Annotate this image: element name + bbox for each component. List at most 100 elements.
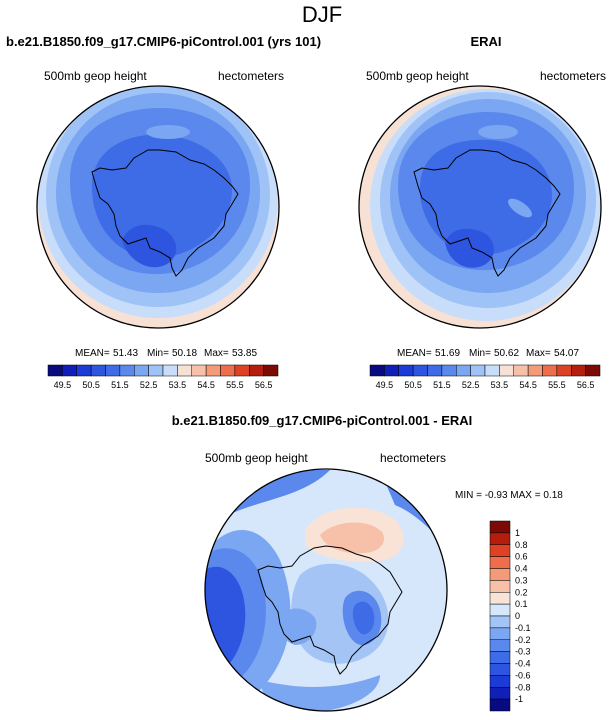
panel-erai-max-label: Max= [526, 348, 551, 359]
colorbar-tick-label: 53.5 [169, 380, 187, 390]
panel-model-right-label: hectometers [218, 69, 284, 83]
colorbar-tick-label: -0.4 [515, 659, 531, 669]
panel-erai-right-label: hectometers [540, 69, 606, 83]
colorbar-tick-label: 55.5 [226, 380, 244, 390]
panel-model-mean-label: MEAN= [75, 348, 110, 359]
colorbar-tick-label: 50.5 [82, 380, 100, 390]
colorbar-box [384, 364, 399, 377]
panel-erai-mean-label: MEAN= [397, 348, 432, 359]
colorbar-box [234, 364, 250, 377]
colorbar-box [489, 663, 511, 676]
colorbar-box [527, 364, 543, 377]
colorbar-tick-label: 0.1 [515, 599, 528, 609]
colorbar-tick-label: 0.2 [515, 587, 528, 597]
colorbar-box [489, 556, 511, 569]
colorbar-box [489, 580, 511, 593]
panel-diff-map-border [204, 468, 448, 712]
colorbar-box [119, 364, 135, 377]
panel-model-coastline [91, 149, 239, 277]
panel-erai-title: ERAI [470, 34, 501, 49]
colorbar-tick-label: 54.5 [197, 380, 215, 390]
colorbar-box [585, 364, 601, 377]
panel-model-mean-value: 51.43 [113, 348, 138, 359]
colorbar-box [205, 364, 221, 377]
panel-model: b.e21.B1850.f09_g17.CMIP6-piControl.001 … [6, 34, 321, 390]
colorbar-tick-label: 49.5 [54, 380, 72, 390]
panel-diff-stats: MIN = -0.93 MAX = 0.18 [455, 490, 563, 501]
colorbar-tick-label: -0.1 [515, 623, 531, 633]
colorbar-box [489, 592, 511, 605]
colorbar-tick-label: 0.3 [515, 575, 528, 585]
panel-erai-min-label: Min= [469, 348, 491, 359]
colorbar-tick-label: -0.8 [515, 682, 531, 692]
colorbar-box [249, 364, 264, 377]
colorbar-tick-label: 1 [515, 528, 520, 538]
colorbar-tick-label: 0.6 [515, 552, 528, 562]
panel-erai-left-label: 500mb geop height [366, 69, 469, 83]
panel-erai-max-value: 54.07 [554, 348, 579, 359]
panel-diff: b.e21.B1850.f09_g17.CMIP6-piControl.001 … [172, 413, 563, 712]
colorbar-tick-label: 52.5 [462, 380, 480, 390]
colorbar-tick-label: -0.2 [515, 635, 531, 645]
colorbar-box [489, 520, 511, 534]
colorbar-tick-label: -1 [515, 694, 523, 704]
colorbar-box [427, 364, 443, 377]
colorbar-tick-label: 51.5 [433, 380, 451, 390]
colorbar-box [263, 364, 279, 377]
panel-diff-coastline [257, 545, 403, 675]
panel-diff-right-label: hectometers [380, 451, 446, 465]
colorbar-tick-label: 49.5 [376, 380, 394, 390]
colorbar-box [489, 615, 511, 629]
colorbar-box [369, 364, 385, 377]
colorbar-box [105, 364, 121, 377]
figure-title: DJF [302, 2, 342, 27]
colorbar-tick-label: 0.4 [515, 564, 528, 574]
panel-erai-coastline [413, 149, 561, 277]
colorbar-box [412, 364, 428, 377]
colorbar-box [571, 364, 586, 377]
colorbar-tick-label: 53.5 [491, 380, 509, 390]
colorbar-box [489, 627, 511, 640]
colorbar-box [489, 651, 511, 664]
panel-model-title: b.e21.B1850.f09_g17.CMIP6-piControl.001 … [6, 34, 321, 49]
colorbar-tick-label: 51.5 [111, 380, 129, 390]
colorbar-box [489, 687, 511, 700]
colorbar-tick-label: 0 [515, 611, 520, 621]
colorbar-tick-label: 55.5 [548, 380, 566, 390]
colorbar-box [489, 603, 511, 617]
colorbar-tick-label: -0.3 [515, 647, 531, 657]
panel-diff-map [205, 469, 447, 711]
colorbar-box [470, 364, 486, 377]
colorbar-box [489, 544, 511, 557]
panel-diff-left-label: 500mb geop height [205, 451, 308, 465]
panel-erai-mean-value: 51.69 [435, 348, 460, 359]
colorbar-box [489, 698, 511, 712]
panel-model-colorbar: 49.5 50.5 51.5 52.5 53.5 54.5 55.5 56.5 [47, 364, 279, 390]
panel-erai-min-value: 50.62 [494, 348, 519, 359]
colorbar-box [220, 364, 236, 377]
colorbar-box [484, 364, 500, 377]
colorbar-box [177, 364, 192, 377]
colorbar-box [134, 364, 149, 377]
panel-erai-map [359, 86, 601, 328]
colorbar-box [489, 568, 511, 581]
panel-model-map [37, 86, 279, 328]
colorbar-tick-label: 50.5 [404, 380, 422, 390]
panel-model-left-label: 500mb geop height [44, 69, 147, 83]
colorbar-box [499, 364, 514, 377]
panel-model-min-label: Min= [147, 348, 169, 359]
colorbar-box [76, 364, 92, 377]
panel-model-min-value: 50.18 [172, 348, 197, 359]
colorbar-box [90, 364, 106, 377]
colorbar-tick-label: -0.6 [515, 670, 531, 680]
panel-diff-title: b.e21.B1850.f09_g17.CMIP6-piControl.001 … [172, 413, 473, 428]
panel-model-max-value: 53.85 [232, 348, 257, 359]
colorbar-box [489, 675, 511, 688]
colorbar-box [62, 364, 77, 377]
panel-erai: ERAI 500mb geop height hectometers MEAN=… [358, 34, 606, 390]
colorbar-box [489, 639, 511, 652]
colorbar-box [191, 364, 207, 377]
colorbar-box [162, 364, 178, 377]
